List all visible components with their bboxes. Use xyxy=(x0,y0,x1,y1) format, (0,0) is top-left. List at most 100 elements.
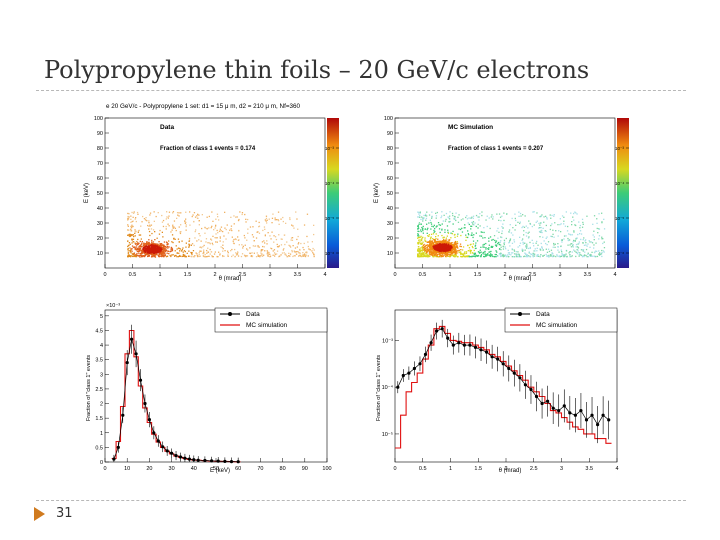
mc-heatmap-point xyxy=(499,216,502,218)
mc-heatmap-point xyxy=(461,231,464,233)
data-heatmap-point xyxy=(312,252,314,254)
mc-heatmap-point xyxy=(425,253,427,255)
mc-heatmap-point xyxy=(569,256,571,258)
mc-heatmap-point xyxy=(419,236,421,239)
mc-heatmap-point xyxy=(558,230,560,232)
data-heatmap-point xyxy=(230,250,232,252)
colorbar-tick-label: 10⁻³ xyxy=(615,146,624,151)
mc-heatmap-point xyxy=(444,244,446,246)
mc-heatmap-point xyxy=(576,253,579,255)
heatmap-mc-points xyxy=(417,211,606,258)
mc-heatmap-point xyxy=(518,254,521,256)
data-heatmap-point xyxy=(263,240,265,242)
data-heatmap-point xyxy=(256,252,258,254)
mc-heatmap-point xyxy=(430,252,433,254)
data-heatmap-point xyxy=(302,252,304,254)
mc-heatmap-point xyxy=(500,255,502,257)
data-heatmap-point xyxy=(185,225,187,228)
mc-heatmap-point xyxy=(450,253,452,255)
mc-heatmap-point xyxy=(561,254,563,256)
data-heatmap-point xyxy=(231,248,233,251)
mc-heatmap-point xyxy=(574,240,576,242)
mc-heatmap-point xyxy=(498,243,501,246)
data-heatmap-point xyxy=(270,247,272,249)
mc-heatmap-point xyxy=(426,223,428,225)
mc-heatmap-point xyxy=(512,227,514,229)
data-heatmap-point xyxy=(163,250,165,253)
data-heatmap-point xyxy=(130,215,132,217)
data-heatmap-point xyxy=(139,246,141,248)
data-heatmap-point xyxy=(155,243,158,245)
mc-heatmap-point xyxy=(521,226,523,229)
data-heatmap-point xyxy=(179,232,182,235)
mc-heatmap-point xyxy=(471,234,473,236)
data-heatmap-point xyxy=(196,240,198,242)
mc-heatmap-point xyxy=(452,246,454,248)
data-heatmap-point xyxy=(202,252,204,254)
mc-heatmap-point xyxy=(417,253,419,255)
data-heatmap-point xyxy=(157,250,159,252)
mc-heatmap-point xyxy=(472,223,474,226)
data-heatmap-point xyxy=(135,255,137,257)
mc-heatmap-point xyxy=(435,236,437,238)
data-heatmap-point xyxy=(205,238,208,240)
mc-heatmap-point xyxy=(445,253,447,255)
mc-heatmap-point xyxy=(423,249,425,251)
data-heatmap-point xyxy=(267,255,269,257)
data-heatmap-point xyxy=(160,254,163,256)
data-heatmap-point xyxy=(178,247,180,250)
mc-heatmap-point xyxy=(526,246,528,248)
data-heatmap-point xyxy=(277,246,280,248)
data-heatmap-point xyxy=(158,252,160,254)
mc-heatmap-point xyxy=(586,245,588,247)
mc-heatmap-point xyxy=(461,253,463,255)
data-heatmap-point xyxy=(131,211,133,214)
data-heatmap-point xyxy=(158,255,160,257)
mc-heatmap-point xyxy=(418,246,420,248)
mc-heatmap-point xyxy=(593,247,595,249)
mc-heatmap-point xyxy=(429,248,431,251)
data-heatmap-point xyxy=(223,255,225,257)
data-heatmap-point xyxy=(155,249,157,251)
mc-heatmap-point xyxy=(417,211,419,213)
mc-heatmap-point xyxy=(430,233,433,235)
data-heatmap-point xyxy=(156,237,158,239)
data-heatmap-point xyxy=(164,245,166,248)
data-heatmap-point xyxy=(294,247,297,249)
mc-heatmap-point xyxy=(500,220,502,222)
data-heatmap-point xyxy=(297,228,299,230)
mc-heatmap-point xyxy=(569,244,571,246)
data-heatmap-point xyxy=(268,253,270,255)
data-heatmap-point xyxy=(128,229,130,231)
heatmap-mc-ylabel: E (keV) xyxy=(374,183,380,203)
mc-heatmap-point xyxy=(471,221,473,224)
data-heatmap-point xyxy=(155,245,157,247)
data-heatmap-point xyxy=(137,249,139,251)
data-heatmap-point xyxy=(167,223,169,225)
energy-plot-xtick-label: 40 xyxy=(191,466,197,472)
mc-heatmap-point xyxy=(553,215,555,217)
data-heatmap-point xyxy=(139,254,141,257)
mc-heatmap-point xyxy=(425,249,427,251)
data-heatmap-point xyxy=(190,251,192,254)
heatmap-mc-xtick-label: 4 xyxy=(613,272,616,278)
mc-heatmap-point xyxy=(433,254,436,257)
data-heatmap-point xyxy=(153,244,155,246)
mc-heatmap-point xyxy=(573,239,575,242)
data-heatmap-point xyxy=(171,254,173,256)
heatmap-data-ytick-label: 70 xyxy=(97,161,103,167)
mc-heatmap-point xyxy=(497,255,499,257)
mc-heatmap-point xyxy=(460,228,462,231)
mc-heatmap-point xyxy=(444,220,447,222)
data-heatmap-point xyxy=(267,232,269,234)
mc-heatmap-point xyxy=(453,254,456,256)
data-heatmap-point xyxy=(302,246,304,249)
mc-heatmap-point xyxy=(448,250,450,252)
mc-heatmap-point xyxy=(456,235,459,237)
data-heatmap-point xyxy=(260,254,262,257)
mc-heatmap-point xyxy=(457,216,459,218)
colorbar-tick-label: 10⁻⁶ xyxy=(325,251,334,256)
data-heatmap-point xyxy=(290,237,293,239)
mc-heatmap-point xyxy=(473,255,475,257)
heatmap-data-xtick-label: 1 xyxy=(158,272,161,278)
